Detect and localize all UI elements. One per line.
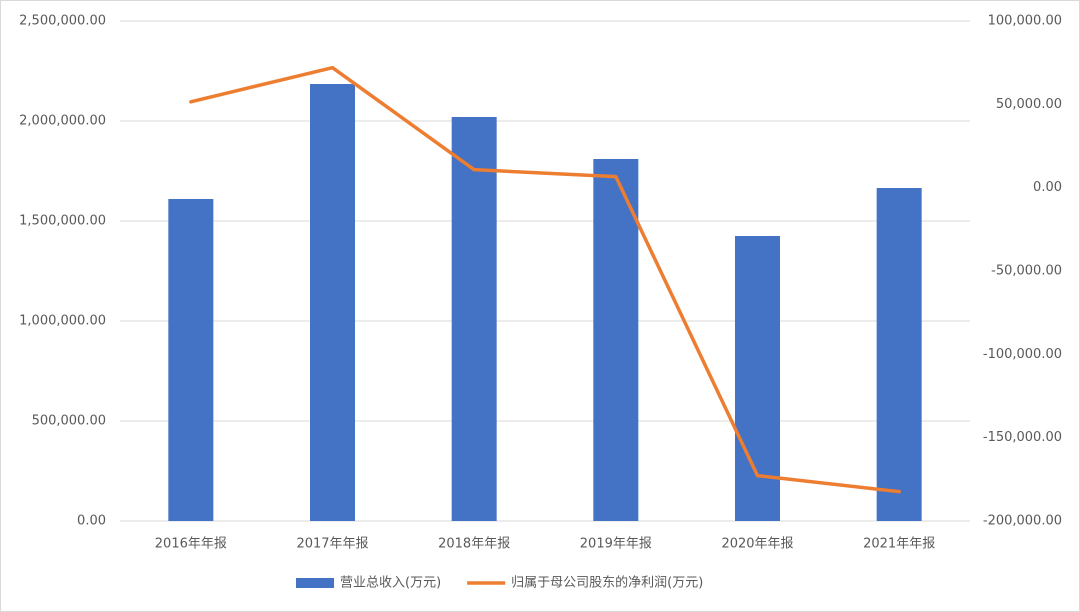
line — [189, 65, 901, 494]
y-tick-label: 1,000,000.00 — [19, 314, 106, 329]
y-tick-label: 2,000,000.00 — [19, 114, 106, 129]
y2-tick-label: -50,000.00 — [991, 264, 1062, 279]
x-tick-label: 2021年年报 — [863, 537, 935, 552]
bar — [593, 159, 639, 521]
y-tick-label: 1,500,000.00 — [19, 214, 106, 229]
bar — [168, 199, 214, 521]
x-tick-label: 2020年年报 — [721, 537, 793, 552]
y-tick-label: 500,000.00 — [32, 414, 106, 429]
y2-tick-label: -100,000.00 — [983, 347, 1062, 362]
legend-label: 营业总收入(万元) — [340, 576, 441, 591]
y2-tick-label: 100,000.00 — [988, 14, 1062, 29]
y2-tick-label: -200,000.00 — [983, 514, 1062, 529]
y-tick-label: 0.00 — [77, 514, 106, 529]
y2-tick-label: -150,000.00 — [983, 430, 1062, 445]
y2-tick-label: 50,000.00 — [996, 97, 1062, 112]
x-tick-label: 2018年年报 — [438, 537, 510, 552]
bar — [451, 117, 497, 521]
y-tick-label: 2,500,000.00 — [19, 14, 106, 29]
y2-tick-label: 0.00 — [1033, 180, 1062, 195]
legend-label: 归属于母公司股东的净利润(万元) — [511, 575, 703, 591]
x-tick-label: 2019年年报 — [580, 537, 652, 552]
x-tick-label: 2017年年报 — [296, 537, 368, 552]
x-tick-label: 2016年年报 — [155, 537, 227, 552]
legend-swatch — [296, 578, 334, 588]
bar — [310, 84, 355, 521]
bar — [876, 188, 922, 521]
